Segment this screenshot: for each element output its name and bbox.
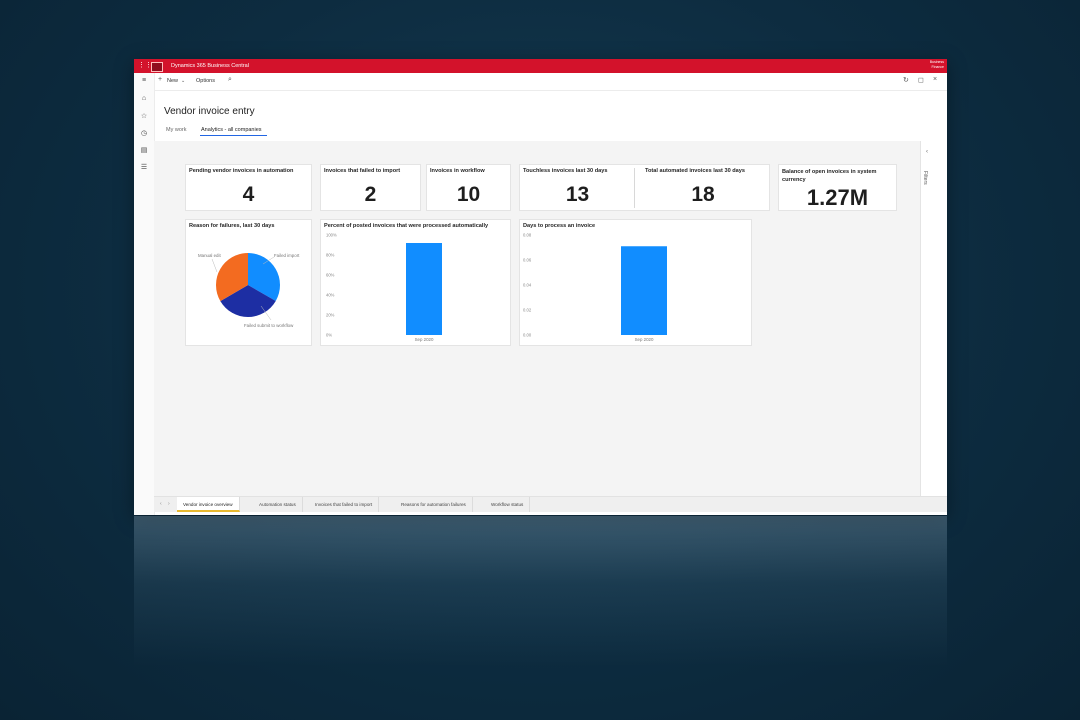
y-tick-label: 20% [326, 313, 335, 318]
chart-failure-reasons[interactable]: Reason for failures, last 30 days Failed… [185, 219, 312, 346]
analytics-report-canvas: Pending vendor invoices in automation 4 … [154, 141, 921, 496]
command-bar: + New ⌄ Options ⌕ ↻ ◻ × [154, 73, 947, 91]
app-launcher-icon[interactable]: ⋮⋮ [138, 62, 152, 69]
y-tick-label: 100% [326, 233, 337, 238]
report-page-tabs: ‹ › Vendor invoice overview Automation s… [154, 496, 947, 512]
chart-percent-automated[interactable]: Percent of posted invoices that were pro… [320, 219, 511, 346]
tab-automation-status[interactable]: Automation status [253, 497, 303, 512]
favorites-star-icon[interactable]: ☆ [140, 113, 148, 120]
options-button[interactable]: Options [196, 78, 215, 84]
pie-chart: Failed import Failed submit to workflow … [198, 253, 300, 328]
filters-label[interactable]: Filters [922, 171, 928, 185]
kpi-title: Total automated invoices last 30 days [645, 168, 745, 174]
pie-label-manual-edit: Manual edit [198, 253, 221, 258]
kpi-automation-card[interactable]: Touchless invoices last 30 days 13 Total… [519, 164, 770, 211]
title-bar: ⋮⋮ Dynamics 365 Business Central Busines… [134, 59, 947, 73]
kpi-title: Invoices that failed to import [324, 168, 401, 174]
kpi-title: Balance of open invoices in system curre… [782, 169, 877, 183]
kpi-pending-card[interactable]: Pending vendor invoices in automation 4 [185, 164, 312, 211]
tab-reasons-automation-failures[interactable]: Reasons for automation failures [395, 497, 473, 512]
chevron-left-icon[interactable]: ‹ [926, 149, 928, 155]
kpi-balance-card[interactable]: Balance of open invoices in system curre… [778, 164, 897, 211]
x-tick-label: Sep 2020 [635, 337, 654, 342]
filters-pane[interactable]: ‹ Filters [920, 141, 938, 496]
close-icon[interactable]: × [933, 76, 938, 83]
kpi-value: 2 [364, 183, 377, 206]
kpi-workflow-card[interactable]: Invoices in workflow 10 [426, 164, 511, 211]
y-tick-label: 0.04 [523, 283, 532, 288]
tab-vendor-invoice-overview[interactable]: Vendor invoice overview [177, 497, 240, 512]
open-new-window-icon[interactable]: ◻ [918, 77, 924, 84]
search-icon[interactable]: ⌕ [228, 76, 232, 83]
y-tick-label: 0% [326, 333, 332, 338]
kpi-failed-card[interactable]: Invoices that failed to import 2 [320, 164, 421, 211]
kpi-value: 13 [565, 183, 590, 206]
page-title: Vendor invoice entry [164, 106, 255, 117]
new-button[interactable]: New [167, 78, 179, 84]
y-tick-label: 80% [326, 253, 335, 258]
y-tick-label: 0.06 [523, 258, 532, 263]
home-icon[interactable]: ⌂ [141, 95, 147, 102]
hamburger-menu-icon[interactable]: ≡ [141, 77, 147, 84]
pie-leader-line [260, 305, 272, 321]
kpi-title: Pending vendor invoices in automation [189, 168, 294, 174]
tab-analytics-all-companies[interactable]: Analytics - all companies [201, 127, 262, 133]
kpi-value: 1.27M [806, 185, 869, 210]
active-tab-indicator [200, 135, 267, 136]
y-tick-label: 0.08 [523, 233, 532, 238]
chart-title: Percent of posted invoices that were pro… [324, 223, 489, 229]
company-line-2: Finance [931, 65, 944, 69]
bar-chart-days: 0.08 0.06 0.04 0.02 0.00 Sep 2020 [523, 233, 667, 342]
pie-label-failed-submit: Failed submit to workflow [244, 323, 294, 328]
navigation-rail: ≡ ⌂ ☆ ◷ ▤ ☰ [134, 73, 155, 515]
company-logo [151, 62, 163, 72]
window-reflection [134, 516, 947, 666]
tab-my-work[interactable]: My work [166, 127, 187, 133]
y-tick-label: 0.00 [523, 333, 532, 338]
chevron-down-icon[interactable]: ⌄ [181, 78, 186, 84]
pie-label-failed-import: Failed import [274, 253, 300, 258]
kpi-title: Touchless invoices last 30 days [523, 168, 608, 174]
pie-slice-failed-submit [220, 285, 276, 317]
y-tick-label: 60% [326, 273, 335, 278]
y-tick-label: 0.02 [523, 308, 532, 313]
x-tick-label: Sep 2020 [415, 337, 434, 342]
tab-scroll-right-icon[interactable]: › [168, 501, 170, 507]
kpi-divider [634, 168, 635, 208]
kpi-value: 10 [456, 183, 481, 206]
company-switcher[interactable]: Business Finance [930, 60, 944, 70]
app-window: ⋮⋮ Dynamics 365 Business Central Busines… [134, 59, 947, 515]
tab-workflow-status[interactable]: Workflow status [485, 497, 531, 512]
kpi-title: Invoices in workflow [430, 168, 485, 174]
tab-scroll-left-icon[interactable]: ‹ [160, 501, 162, 507]
chart-title: Reason for failures, last 30 days [189, 223, 275, 229]
modules-list-icon[interactable]: ☰ [140, 164, 148, 171]
tab-invoices-failed-import[interactable]: Invoices that failed to import [309, 497, 380, 512]
recent-clock-icon[interactable]: ◷ [140, 130, 148, 137]
company-line-1: Business [929, 60, 944, 64]
plus-icon: + [158, 76, 163, 83]
pie-leader-line [262, 256, 275, 265]
kpi-value: 18 [691, 183, 715, 206]
chart-days-to-process[interactable]: Days to process an invoice 0.08 0.06 0.04 0… [519, 219, 752, 346]
pie-leader-line [211, 258, 218, 273]
bar-sep-2020 [406, 243, 442, 335]
y-tick-label: 40% [326, 293, 335, 298]
app-name: Dynamics 365 Business Central [171, 63, 249, 69]
chart-title: Days to process an invoice [523, 223, 596, 229]
pie-slice-failed-import [248, 253, 280, 301]
kpi-value: 4 [242, 183, 255, 206]
bar-chart-percent: 100% 80% 60% 40% 20% 0% Sep 2020 [326, 233, 442, 342]
pie-slice-manual-edit [216, 253, 248, 302]
refresh-icon[interactable]: ↻ [903, 77, 909, 84]
workspaces-icon[interactable]: ▤ [140, 147, 148, 154]
bar-sep-2020 [621, 246, 667, 335]
